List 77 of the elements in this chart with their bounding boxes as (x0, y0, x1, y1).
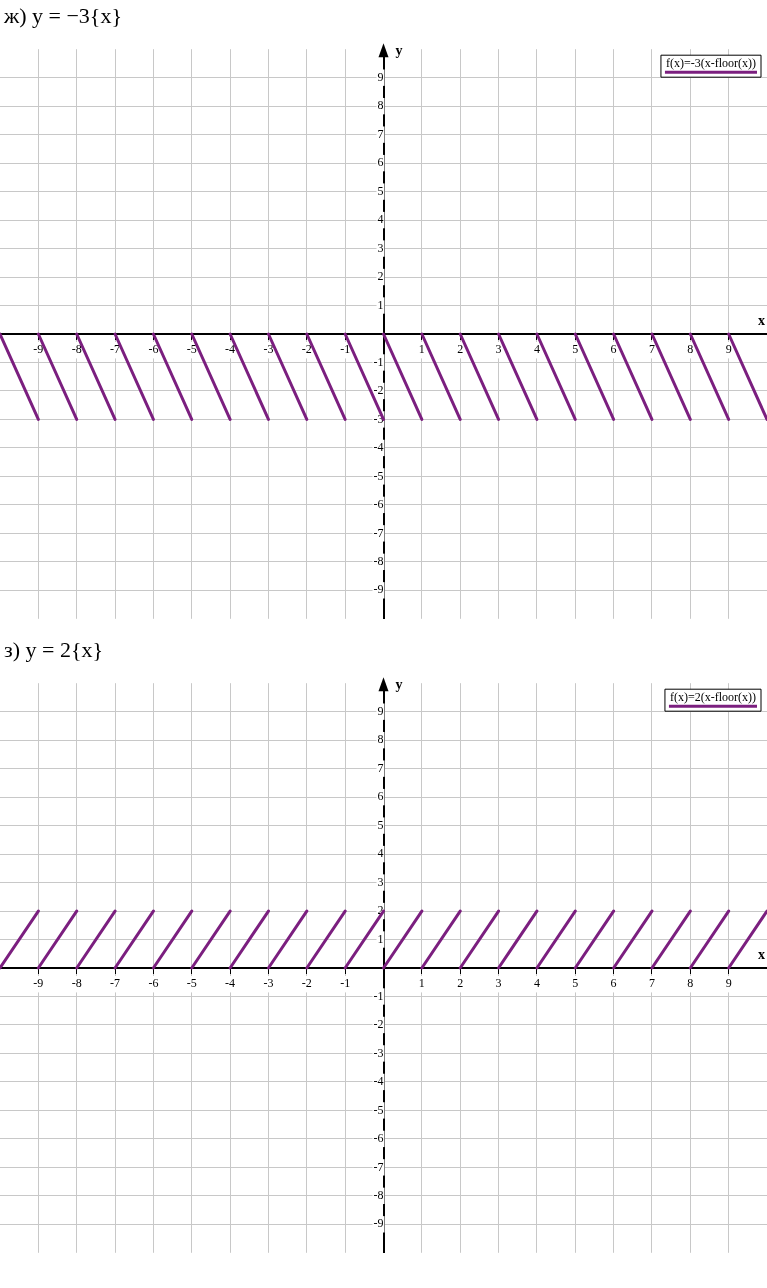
x-tick-label: 6 (610, 342, 617, 357)
y-tick-label: -8 (373, 554, 384, 568)
x-tick-label: 8 (687, 976, 694, 991)
x-tick-label: -2 (301, 976, 312, 991)
x-tick-label: -8 (71, 976, 82, 991)
y-tick-label: -1 (373, 354, 384, 369)
y-tick-label: 1 (377, 931, 384, 946)
y-tick-label: -4 (373, 1074, 384, 1089)
y-axis-title: y (395, 676, 403, 692)
y-tick-label: 5 (377, 817, 384, 832)
y-tick-label: 9 (377, 703, 384, 718)
y-tick-label: 9 (377, 69, 384, 84)
chart-title: з) y = 2{x} (3, 636, 105, 664)
x-tick-label: -1 (340, 342, 351, 357)
y-tick-label: -2 (373, 383, 384, 398)
x-tick-label: 5 (572, 342, 579, 357)
y-axis-title: y (395, 42, 403, 58)
y-tick-label: 8 (377, 732, 384, 747)
x-tick-label: -8 (71, 342, 82, 357)
y-tick-label: -7 (373, 525, 384, 540)
x-tick-label: 1 (418, 976, 425, 991)
y-tick-label: -5 (373, 468, 384, 483)
x-tick-label: 6 (610, 976, 617, 991)
x-tick-label: 3 (495, 342, 502, 357)
x-tick-label: -9 (33, 976, 44, 991)
y-tick-label: -4 (373, 440, 384, 455)
x-tick-label: -4 (225, 976, 236, 991)
x-tick-label: -5 (186, 342, 197, 357)
y-tick-label: -9 (373, 582, 384, 597)
y-tick-label: -6 (373, 1131, 384, 1146)
y-tick-label: -5 (373, 1102, 384, 1117)
x-tick-label: -1 (340, 976, 351, 991)
x-tick-label: 9 (725, 342, 732, 357)
x-tick-label: 4 (533, 342, 540, 357)
y-tick-label: -3 (373, 1045, 384, 1060)
y-tick-label: 4 (377, 846, 384, 861)
x-tick-label: -9 (33, 342, 44, 357)
x-tick-label: 9 (725, 976, 732, 991)
x-tick-label: 1 (418, 342, 425, 357)
x-tick-label: -6 (148, 976, 159, 991)
x-tick-label: 8 (687, 342, 694, 357)
x-tick-label: 7 (648, 342, 655, 357)
y-tick-label: 4 (377, 212, 384, 227)
y-tick-label: -1 (373, 988, 384, 1003)
x-tick-label: -2 (301, 342, 312, 357)
y-tick-label: -7 (373, 1159, 384, 1174)
x-tick-label: 2 (457, 976, 464, 991)
chart-title: ж) y = −3{x} (3, 2, 123, 30)
x-tick-label: -4 (225, 342, 236, 357)
x-tick-label: 4 (533, 976, 540, 991)
y-tick-label: 6 (377, 155, 384, 170)
text: f(x)=2(x-floor(x)) (669, 690, 756, 705)
x-axis-title: x (758, 312, 765, 328)
y-tick-label: 8 (377, 98, 384, 113)
text: f(x)=-3(x-floor(x)) (665, 56, 756, 71)
y-tick-label: -8 (373, 1188, 384, 1202)
y-tick-label: 5 (377, 183, 384, 198)
x-tick-label: -3 (263, 342, 274, 357)
x-tick-label: 3 (495, 976, 502, 991)
y-tick-label: 7 (377, 126, 384, 141)
y-tick-label: -9 (373, 1216, 384, 1231)
y-tick-label: 7 (377, 760, 384, 775)
x-tick-label: 5 (572, 976, 579, 991)
y-tick-label: 2 (377, 269, 384, 284)
y-tick-label: 1 (377, 297, 384, 312)
x-axis-title: x (758, 946, 765, 962)
x-tick-label: -7 (110, 976, 121, 991)
x-tick-label: -6 (148, 342, 159, 357)
y-tick-label: 6 (377, 789, 384, 804)
y-tick-label: 3 (377, 240, 384, 255)
x-tick-label: 7 (648, 976, 655, 991)
x-tick-label: 2 (457, 342, 464, 357)
x-tick-label: -3 (263, 976, 274, 991)
x-tick-label: -5 (186, 976, 197, 991)
y-tick-label: 3 (377, 874, 384, 889)
y-tick-label: -2 (373, 1017, 384, 1032)
y-tick-label: -6 (373, 497, 384, 512)
